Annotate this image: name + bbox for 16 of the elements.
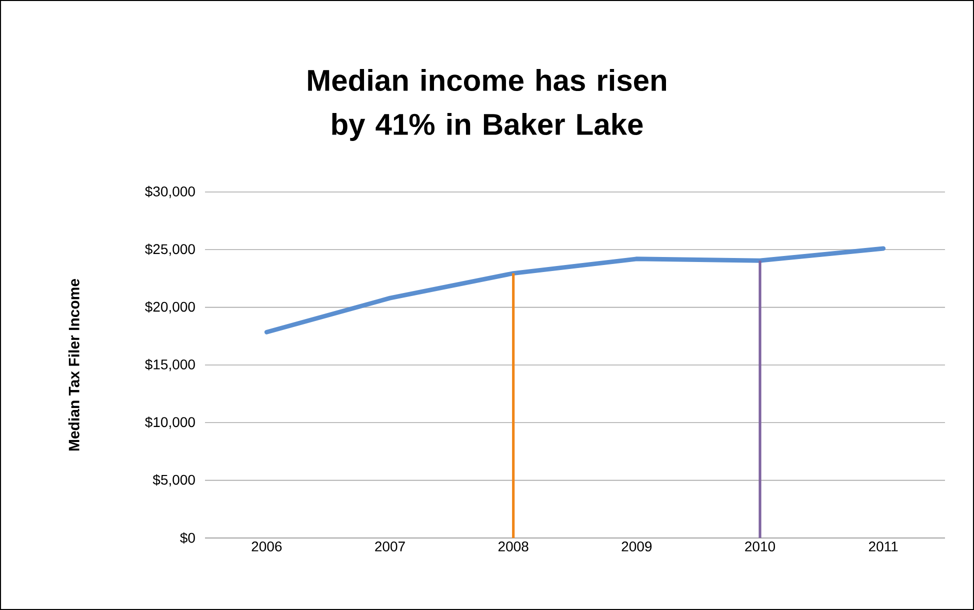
- x-tick-label: 2006: [252, 542, 282, 552]
- x-tick-label: 2009: [622, 542, 652, 552]
- line-series: [264, 246, 886, 334]
- y-tick-label: $15,000: [145, 358, 195, 372]
- y-tick-label: $20,000: [145, 301, 195, 314]
- y-tick-label: $5,000: [152, 474, 195, 486]
- x-tick-label: 2010: [745, 542, 776, 552]
- x-tick-label: 2007: [375, 542, 405, 552]
- chart-title: Median income has risen by 41% in Baker Lake: [308, 69, 666, 141]
- y-tick-label: $30,000: [145, 186, 195, 198]
- y-tick-label: $10,000: [145, 416, 195, 429]
- y-axis-title: Median Tax Filer Income: [68, 278, 80, 451]
- y-tick-label: $25,000: [145, 244, 195, 256]
- x-tick-label: 2008: [498, 542, 528, 552]
- x-tick-label: 2011: [868, 542, 898, 552]
- y-tick-label: $0: [180, 532, 195, 544]
